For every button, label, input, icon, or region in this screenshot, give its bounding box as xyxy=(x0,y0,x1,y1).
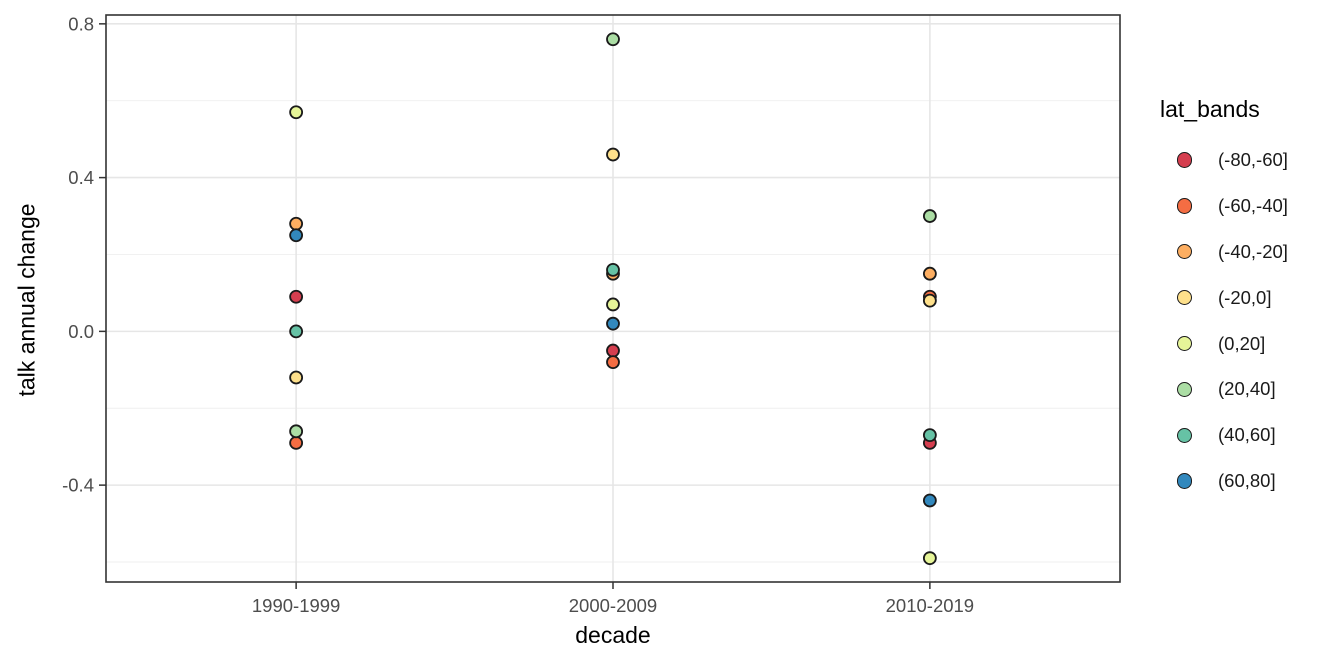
legend-marker-icon xyxy=(1176,335,1192,352)
data-point xyxy=(606,32,620,47)
legend-label: (-40,-20] xyxy=(1218,240,1288,262)
y-tick-label: 0.4 xyxy=(68,167,94,188)
y-axis-title: talk annual change xyxy=(13,203,40,397)
data-point xyxy=(922,209,937,223)
data-point xyxy=(606,343,620,358)
legend-item: (-60,-40] xyxy=(1160,183,1288,229)
legend-label: (40,60] xyxy=(1218,424,1276,446)
legend-label: (0,20] xyxy=(1218,332,1266,354)
legend: lat_bands (-80,-60] (-60,-40] (-40,-20] (-2… xyxy=(1160,96,1288,504)
legend-item: (-20,0] xyxy=(1160,275,1288,321)
data-point xyxy=(606,316,620,331)
legend-label: (-60,-40] xyxy=(1218,194,1288,216)
legend-marker-icon xyxy=(1176,289,1192,306)
legend-marker-icon xyxy=(1176,427,1192,444)
data-point xyxy=(606,297,620,312)
data-point xyxy=(289,289,304,304)
legend-marker-icon xyxy=(1176,152,1192,168)
y-tick-label: -0.4 xyxy=(62,475,94,496)
legend-label: (20,40] xyxy=(1218,378,1276,400)
data-point xyxy=(922,428,937,443)
data-point xyxy=(606,147,620,162)
x-tick-label: 2010-2019 xyxy=(886,595,974,616)
legend-item: (20,40] xyxy=(1160,366,1288,412)
legend-item: (60,80] xyxy=(1160,458,1288,504)
legend-item: (-40,-20] xyxy=(1160,229,1288,275)
legend-marker-icon xyxy=(1176,243,1192,260)
data-point xyxy=(289,324,304,339)
data-point xyxy=(606,355,620,370)
data-point xyxy=(289,435,304,450)
data-point xyxy=(922,266,937,281)
y-tick-label: 0.0 xyxy=(68,321,94,342)
x-axis-title: decade xyxy=(575,622,651,648)
legend-label: (-80,-60] xyxy=(1218,148,1288,170)
legend-items: (-80,-60] (-60,-40] (-40,-20] (-20,0] (0,20]… xyxy=(1160,137,1288,504)
data-point xyxy=(289,105,304,120)
y-tick-label: 0.8 xyxy=(68,13,94,34)
legend-item: (-80,-60] xyxy=(1160,137,1288,183)
data-point xyxy=(922,493,937,508)
data-point xyxy=(922,551,937,566)
legend-item: (0,20] xyxy=(1160,321,1288,367)
x-tick-label: 1990-1999 xyxy=(252,595,340,616)
data-point xyxy=(289,216,304,231)
data-point xyxy=(289,228,304,243)
legend-item: (40,60] xyxy=(1160,412,1288,458)
legend-title: lat_bands xyxy=(1160,96,1260,122)
data-point xyxy=(289,370,304,385)
x-tick-label: 2000-2009 xyxy=(569,595,657,616)
legend-marker-icon xyxy=(1176,381,1192,398)
data-point xyxy=(289,424,304,439)
data-point xyxy=(606,262,620,277)
legend-label: (-20,0] xyxy=(1218,286,1272,308)
legend-marker-icon xyxy=(1176,198,1192,214)
data-point xyxy=(922,293,937,308)
legend-label: (60,80] xyxy=(1218,470,1276,492)
legend-marker-icon xyxy=(1176,473,1192,489)
